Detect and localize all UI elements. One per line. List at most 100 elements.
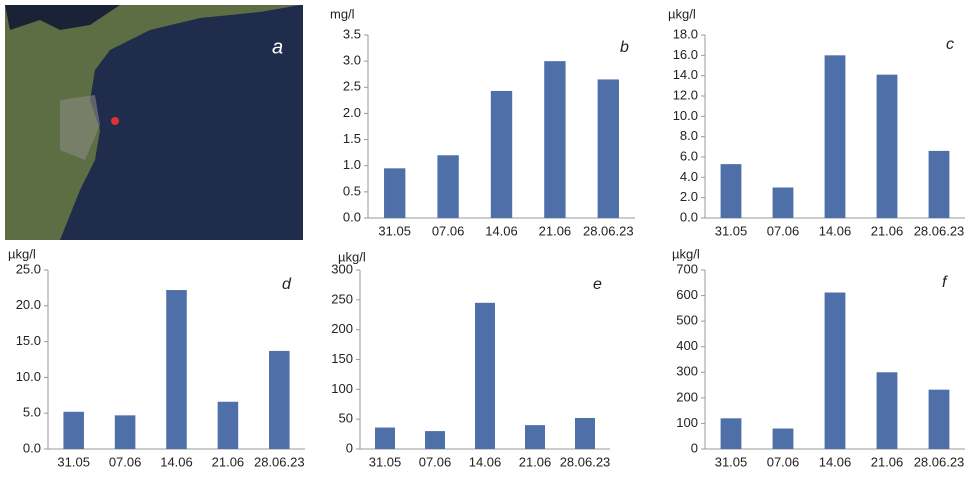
y-tick-label: 250: [331, 291, 353, 306]
bar: [437, 155, 459, 218]
bar: [269, 350, 290, 449]
y-tick-label: 200: [676, 389, 698, 404]
x-tick-label: 07.06: [767, 454, 800, 469]
y-tick-label: 4.0: [680, 169, 698, 184]
y-tick-label: 0.5: [343, 183, 361, 198]
y-axis-unit: µkg/l: [672, 246, 700, 261]
bar: [63, 411, 84, 449]
bar: [720, 164, 742, 218]
city: [60, 95, 100, 160]
x-tick-label: 31.05: [57, 454, 90, 469]
bar: [475, 302, 495, 449]
y-tick-label: 14.0: [673, 67, 698, 82]
y-tick-label: 400: [676, 338, 698, 353]
x-tick-label: 28.06.23: [914, 454, 965, 469]
x-tick-label: 14.06: [819, 223, 852, 238]
y-tick-label: 15.0: [16, 333, 41, 348]
bar: [720, 418, 742, 449]
y-tick-label: 0.0: [343, 209, 361, 224]
x-tick-label: 31.05: [369, 454, 402, 469]
bar: [575, 417, 595, 449]
bar: [217, 401, 239, 449]
x-tick-label: 28.06.23: [583, 223, 634, 238]
x-tick-label: 07.06: [767, 223, 800, 238]
y-tick-label: 500: [676, 313, 698, 328]
land: [5, 5, 300, 240]
y-tick-label: 6.0: [680, 148, 698, 163]
y-tick-label: 18.0: [673, 26, 698, 41]
bar: [876, 372, 898, 449]
x-tick-label: 28.06.23: [560, 454, 611, 469]
bar: [544, 61, 566, 219]
bar: [772, 187, 794, 218]
x-tick-label: 21.06: [539, 223, 572, 238]
y-tick-label: 100: [331, 381, 353, 396]
bar: [597, 79, 619, 218]
y-tick-label: 1.0: [343, 157, 361, 172]
panel-label: e: [593, 276, 602, 293]
y-tick-label: 16.0: [673, 47, 698, 62]
x-tick-label: 28.06.23: [254, 454, 305, 469]
y-tick-label: 600: [676, 287, 698, 302]
y-tick-label: 2.0: [343, 105, 361, 120]
bar: [375, 427, 395, 449]
y-tick-label: 300: [331, 261, 353, 276]
y-tick-label: 0.0: [680, 209, 698, 224]
y-axis-unit: µkg/l: [8, 246, 36, 261]
x-tick-label: 31.05: [715, 223, 748, 238]
x-tick-label: 07.06: [432, 223, 465, 238]
bar: [114, 415, 136, 449]
y-tick-label: 10.0: [673, 108, 698, 123]
bar: [425, 431, 445, 449]
bar: [928, 150, 950, 218]
y-tick-label: 8.0: [680, 128, 698, 143]
y-tick-label: 0: [346, 440, 353, 455]
y-tick-label: 700: [676, 261, 698, 276]
x-tick-label: 07.06: [419, 454, 452, 469]
y-tick-label: 0: [691, 440, 698, 455]
y-tick-label: 3.0: [343, 53, 361, 68]
y-tick-label: 5.0: [23, 405, 41, 420]
bar: [824, 292, 846, 449]
estuary: [5, 5, 120, 30]
panel-label: c: [946, 36, 954, 53]
x-tick-label: 21.06: [871, 454, 904, 469]
sampling-point: [111, 117, 119, 125]
panel-label: b: [620, 39, 629, 56]
bar: [928, 389, 950, 449]
x-tick-label: 07.06: [109, 454, 142, 469]
y-tick-label: 100: [676, 415, 698, 430]
x-tick-label: 21.06: [871, 223, 904, 238]
y-tick-label: 12.0: [673, 87, 698, 102]
y-axis-unit: mg/l: [330, 6, 355, 21]
x-tick-label: 14.06: [485, 223, 518, 238]
x-tick-label: 21.06: [212, 454, 245, 469]
bar: [384, 168, 406, 218]
bar: [166, 290, 187, 449]
y-tick-label: 1.5: [343, 131, 361, 146]
x-tick-label: 21.06: [519, 454, 552, 469]
bar: [824, 55, 846, 219]
x-tick-label: 14.06: [160, 454, 193, 469]
y-axis-unit: µkg/l: [338, 249, 366, 264]
y-tick-label: 0.0: [23, 440, 41, 455]
x-tick-label: 14.06: [819, 454, 852, 469]
y-tick-label: 200: [331, 321, 353, 336]
x-tick-label: 31.05: [378, 223, 411, 238]
y-axis-unit: µkg/l: [668, 6, 696, 21]
x-tick-label: 14.06: [469, 454, 502, 469]
y-tick-label: 2.5: [343, 79, 361, 94]
panel-label: f: [942, 274, 948, 291]
y-tick-label: 50: [339, 411, 353, 426]
x-tick-label: 31.05: [715, 454, 748, 469]
y-tick-label: 300: [676, 364, 698, 379]
y-tick-label: 2.0: [680, 189, 698, 204]
y-tick-label: 10.0: [16, 369, 41, 384]
y-tick-label: 150: [331, 351, 353, 366]
bar: [490, 90, 513, 218]
panel-label: a: [272, 36, 283, 58]
y-tick-label: 3.5: [343, 26, 361, 41]
x-tick-label: 28.06.23: [914, 223, 965, 238]
y-tick-label: 25.0: [16, 261, 41, 276]
